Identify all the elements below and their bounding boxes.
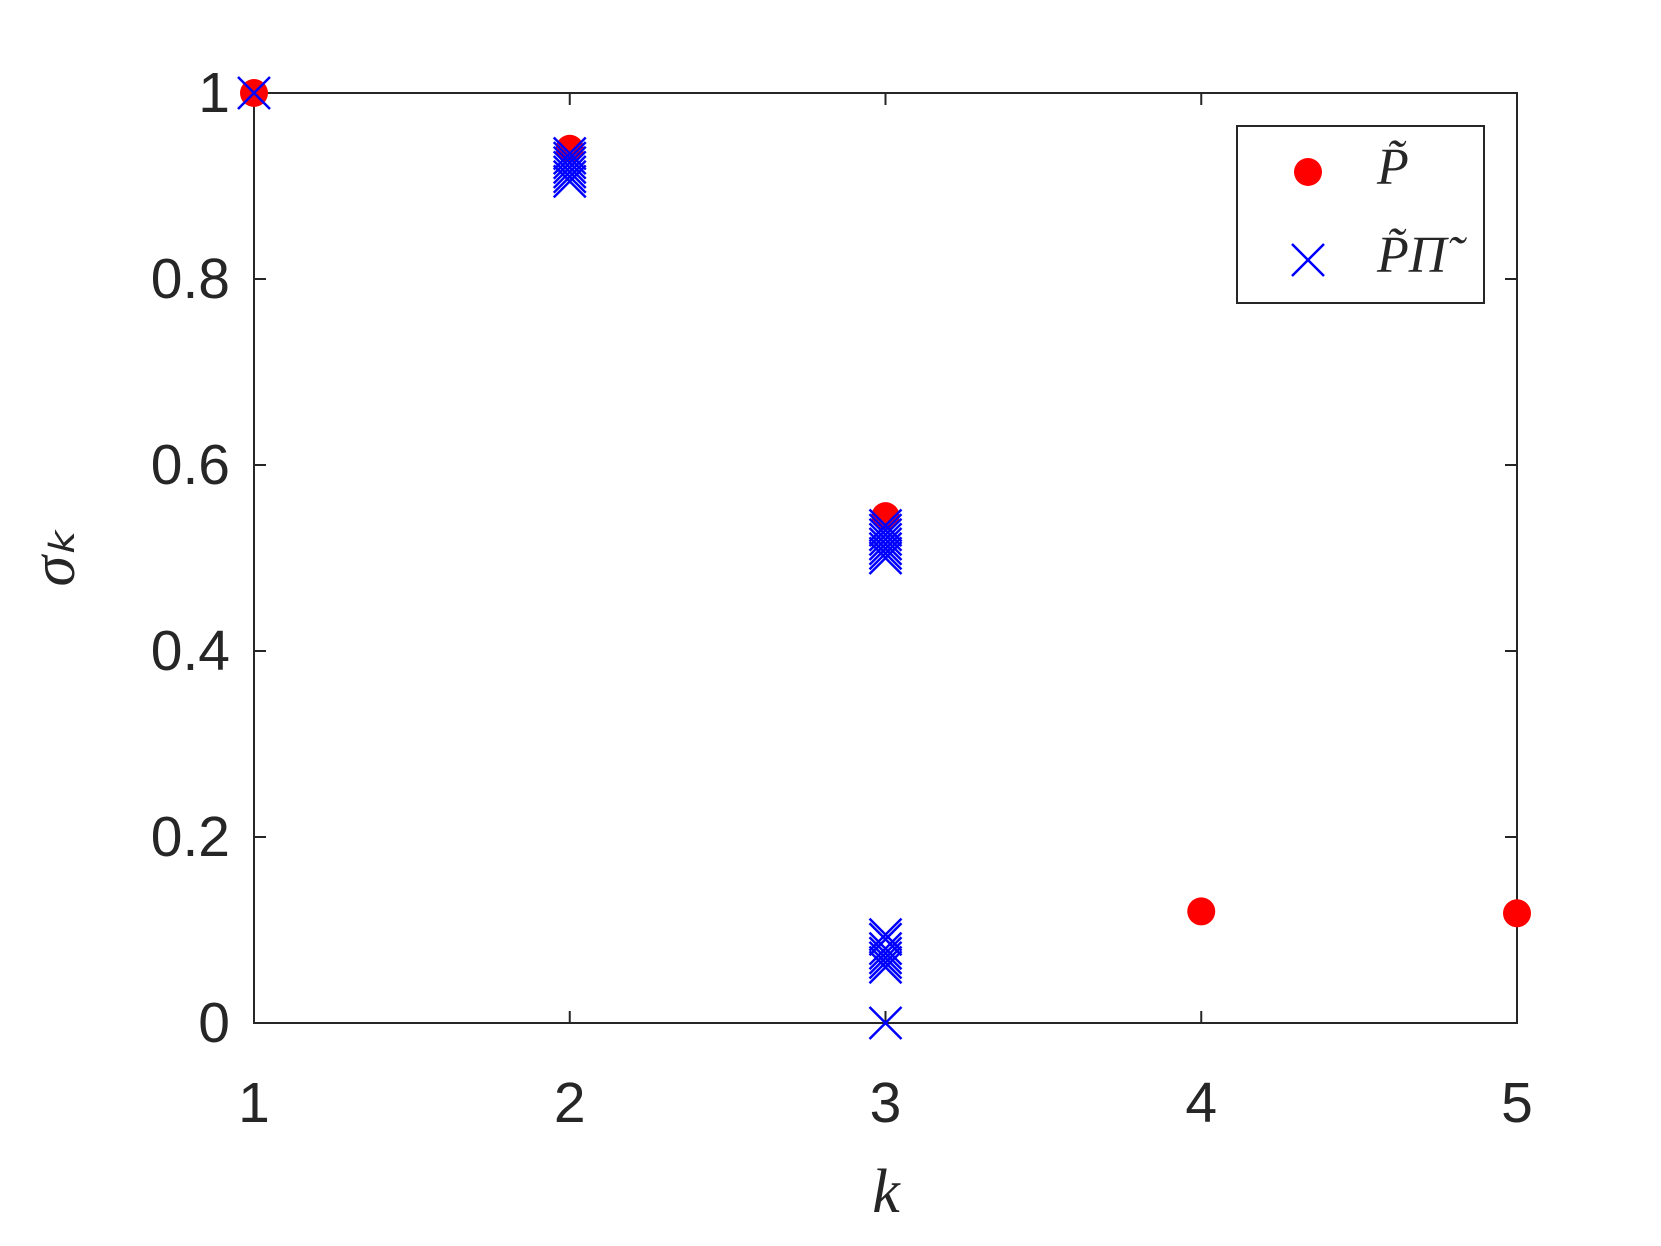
point [868, 941, 903, 975]
point [552, 136, 587, 171]
y-tick-label: 0.2 [151, 805, 230, 869]
point [868, 517, 903, 552]
x-tick-label: 2 [554, 1071, 586, 1135]
point [552, 159, 587, 194]
point [868, 508, 903, 543]
point [868, 931, 903, 966]
point [868, 1006, 903, 1040]
point [868, 513, 903, 547]
point [1503, 899, 1531, 928]
x-tick-label: 3 [870, 1071, 902, 1135]
y-axis-label: σₖ [20, 529, 88, 587]
point [552, 155, 587, 189]
y-tick-label: 0.8 [151, 247, 230, 311]
x-tick-label: 1 [238, 1071, 270, 1135]
x-tick-label: 4 [1185, 1071, 1217, 1135]
point [868, 936, 903, 971]
point [552, 164, 587, 199]
x-tick-label: 5 [1501, 1071, 1533, 1135]
point [868, 922, 903, 957]
point [237, 76, 271, 110]
point [868, 917, 903, 952]
legend-box [1236, 125, 1485, 304]
point [552, 141, 587, 175]
y-tick-label: 0.4 [151, 619, 230, 683]
y-tick-label: 1 [198, 61, 230, 125]
x-axis-label: k [872, 1158, 901, 1226]
legend-marker [1294, 158, 1322, 186]
series [237, 76, 903, 1040]
point [1187, 897, 1216, 926]
legend-label: P̃ [1376, 139, 1409, 196]
point [552, 145, 587, 180]
point [868, 541, 903, 575]
point [868, 531, 903, 566]
point [868, 527, 903, 561]
point [868, 522, 903, 557]
point [868, 950, 903, 985]
y-tick-label: 0.6 [151, 433, 230, 497]
point [868, 945, 903, 980]
point [552, 150, 587, 185]
legend-marker [1291, 243, 1325, 277]
point [868, 536, 903, 571]
y-tick-label: 0 [198, 991, 230, 1055]
